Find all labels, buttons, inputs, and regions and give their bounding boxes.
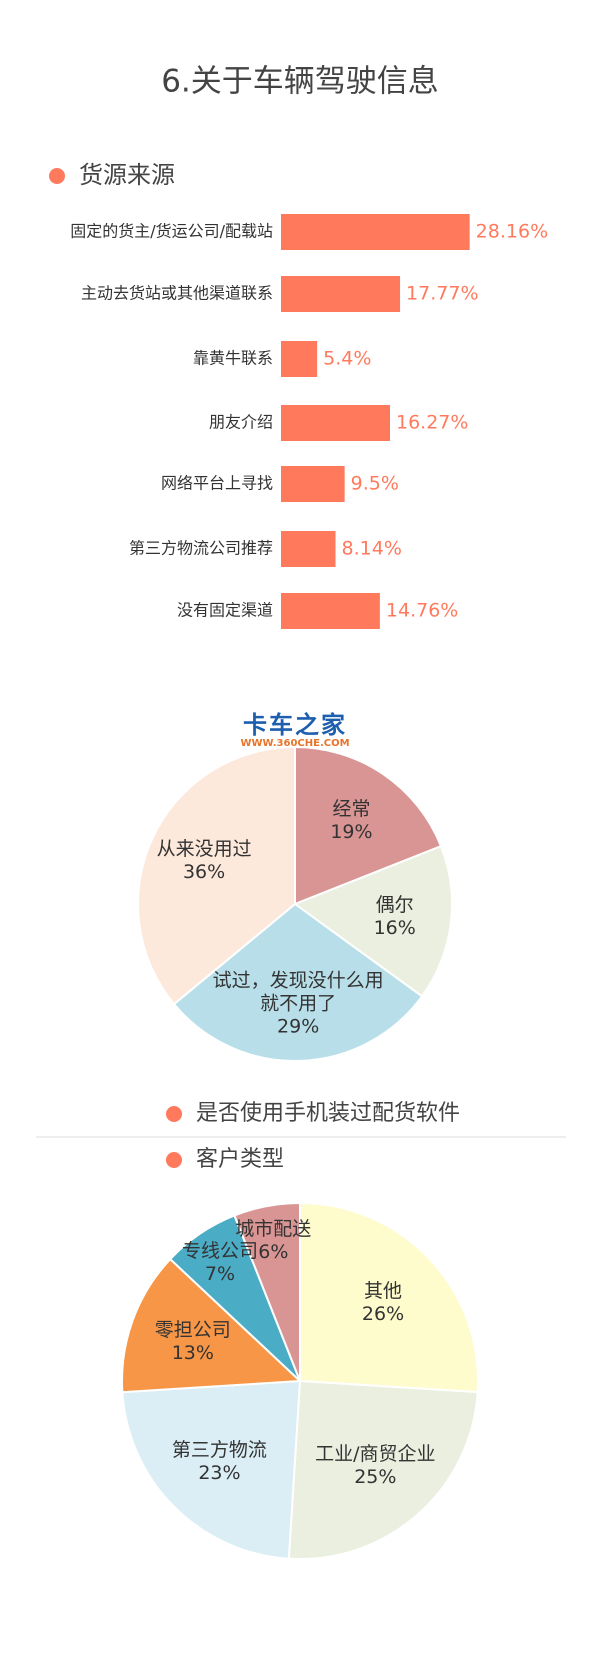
slice-name: 其他	[364, 1280, 403, 1303]
slice-value: 29%	[277, 1015, 320, 1038]
section-title: 是否使用手机装过配货软件	[196, 1101, 460, 1126]
value-label: 8.14%	[342, 538, 402, 560]
slice-value: 13%	[171, 1342, 214, 1365]
value-label: 16.27%	[396, 412, 468, 434]
category-label: 没有固定渠道	[177, 601, 273, 620]
bar	[281, 531, 336, 567]
bar	[281, 466, 345, 502]
watermark-name: 卡车之家	[242, 711, 347, 739]
slice-name: 偶尔	[375, 893, 414, 916]
bar	[281, 276, 401, 312]
slice-value: 19%	[330, 820, 373, 843]
slice-label: 第三方物流 23%	[129, 1439, 309, 1485]
value-label: 14.76%	[386, 600, 458, 622]
slice-value: 16%	[373, 916, 416, 939]
pie-slice	[172, 902, 424, 1062]
slice-name: 零担公司	[154, 1319, 231, 1342]
slice-name: 城市配送	[235, 1218, 312, 1241]
pie-slice	[137, 745, 296, 1006]
watermark: 卡车之家 WWW.360CHE.COM	[240, 712, 349, 750]
slice-label: 城市配送 6%	[183, 1218, 363, 1264]
section-title: 货源来源	[79, 161, 175, 189]
pie-slice	[121, 1257, 303, 1394]
slice-label: 试过，发现没什么用就不用了 29%	[208, 970, 388, 1039]
value-label: 17.77%	[406, 283, 478, 305]
section-title: 客户类型	[196, 1147, 284, 1172]
pie-slice	[287, 1379, 479, 1561]
category-label: 固定的货主/货运公司/配载站	[70, 222, 273, 241]
bar	[281, 405, 391, 441]
slice-value: 36%	[182, 861, 226, 884]
category-label: 网络平台上寻找	[161, 474, 273, 493]
slice-value: 23%	[198, 1461, 241, 1484]
slice-value: 6%	[258, 1241, 289, 1264]
slice-label: 工业/商贸企业 25%	[285, 1443, 465, 1489]
bar	[281, 214, 470, 250]
category-label: 主动去货站或其他渠道联系	[81, 284, 273, 303]
slice-name: 经常	[332, 797, 371, 820]
watermark-url: WWW.360CHE.COM	[240, 738, 350, 749]
pie-slice	[292, 844, 453, 998]
slice-label: 偶尔 16%	[305, 894, 485, 940]
slice-name: 工业/商贸企业	[315, 1443, 436, 1466]
pie-slice	[294, 745, 443, 906]
value-label: 5.4%	[323, 348, 371, 370]
pie-slice	[233, 1201, 301, 1382]
value-label: 9.5%	[351, 473, 399, 495]
slice-value: 25%	[354, 1466, 397, 1489]
bar	[281, 341, 318, 377]
heading-dot	[166, 1152, 182, 1168]
bar	[281, 593, 380, 629]
value-label: 28.16%	[476, 221, 548, 243]
slice-name: 从来没用过	[156, 838, 252, 861]
pie-slice	[121, 1379, 302, 1560]
slice-label: 经常 19%	[261, 798, 441, 844]
slice-value: 7%	[204, 1263, 236, 1286]
slice-label: 从来没用过 36%	[114, 838, 294, 884]
slice-value: 26%	[361, 1303, 405, 1326]
category-label: 第三方物流公司推荐	[129, 539, 273, 558]
slice-label: 其他 26%	[293, 1280, 473, 1326]
slice-name: 专线公司	[181, 1240, 258, 1263]
category-label: 靠黄牛联系	[193, 349, 273, 368]
pie-slice	[299, 1201, 479, 1394]
slice-name: 试过，发现没什么用就不用了	[212, 969, 384, 1015]
page-title: 6.关于车辆驾驶信息	[161, 64, 439, 100]
slice-label: 专线公司 7%	[130, 1240, 310, 1286]
slice-name: 第三方物流	[171, 1438, 267, 1461]
heading-dot	[166, 1106, 182, 1122]
category-label: 朋友介绍	[209, 413, 273, 432]
heading-dot	[49, 168, 65, 184]
slice-label: 零担公司 13%	[103, 1319, 283, 1365]
